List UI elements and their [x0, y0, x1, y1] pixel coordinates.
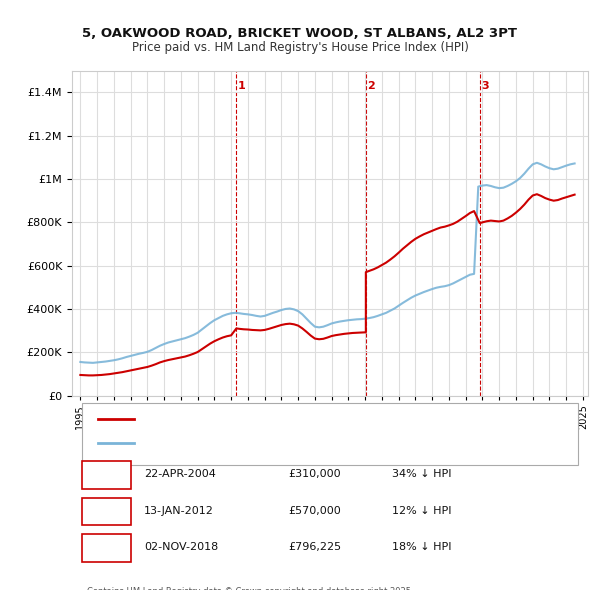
FancyBboxPatch shape [82, 535, 131, 562]
Text: 5, OAKWOOD ROAD, BRICKET WOOD, ST ALBANS, AL2 3PT: 5, OAKWOOD ROAD, BRICKET WOOD, ST ALBANS… [83, 27, 517, 40]
Text: Price paid vs. HM Land Registry's House Price Index (HPI): Price paid vs. HM Land Registry's House … [131, 41, 469, 54]
Text: 2: 2 [368, 81, 375, 90]
Text: Contains HM Land Registry data © Crown copyright and database right 2025.
This d: Contains HM Land Registry data © Crown c… [88, 587, 414, 590]
FancyBboxPatch shape [82, 403, 578, 465]
FancyBboxPatch shape [82, 498, 131, 525]
Text: 3: 3 [103, 542, 110, 552]
Text: 02-NOV-2018: 02-NOV-2018 [144, 542, 218, 552]
Text: 18% ↓ HPI: 18% ↓ HPI [392, 542, 451, 552]
Text: 5, OAKWOOD ROAD, BRICKET WOOD, ST ALBANS, AL2 3PT (detached house): 5, OAKWOOD ROAD, BRICKET WOOD, ST ALBANS… [144, 414, 520, 424]
Text: 34% ↓ HPI: 34% ↓ HPI [392, 469, 451, 479]
Text: 3: 3 [481, 81, 489, 90]
Text: £796,225: £796,225 [289, 542, 342, 552]
Text: £570,000: £570,000 [289, 506, 341, 516]
Text: 2: 2 [103, 506, 111, 516]
Text: 13-JAN-2012: 13-JAN-2012 [144, 506, 214, 516]
Text: 12% ↓ HPI: 12% ↓ HPI [392, 506, 451, 516]
Text: 1: 1 [238, 81, 246, 90]
Text: £310,000: £310,000 [289, 469, 341, 479]
Text: HPI: Average price, detached house, St Albans: HPI: Average price, detached house, St A… [144, 438, 371, 448]
Text: 22-APR-2004: 22-APR-2004 [144, 469, 216, 479]
FancyBboxPatch shape [82, 461, 131, 489]
Text: 1: 1 [103, 469, 111, 479]
